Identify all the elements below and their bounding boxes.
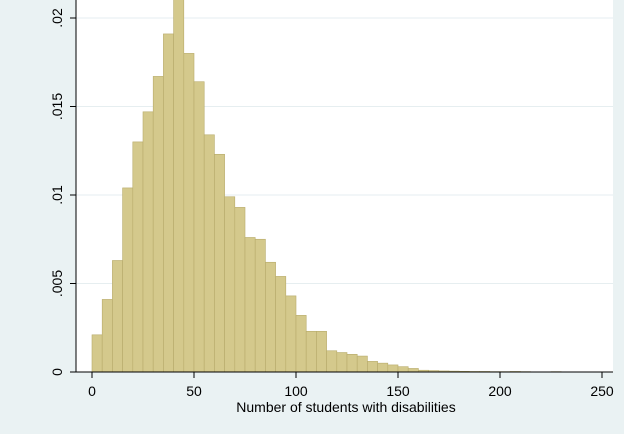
y-tick-label: 0 xyxy=(49,368,65,376)
histogram-bars xyxy=(91,0,603,373)
histogram-bar xyxy=(254,238,266,373)
histogram-bar xyxy=(173,0,185,373)
histogram-bar xyxy=(183,53,195,373)
axes xyxy=(75,0,613,373)
x-tick-label: 200 xyxy=(488,383,512,399)
x-tick-label: 150 xyxy=(386,383,410,399)
histogram-bar xyxy=(387,364,399,373)
histogram-bar xyxy=(316,330,327,373)
histogram-bar xyxy=(244,237,256,373)
histogram-bar xyxy=(407,368,419,373)
histogram-bar xyxy=(214,153,225,373)
histogram-bar xyxy=(275,276,287,373)
histogram-bar xyxy=(152,76,164,373)
histogram-bar xyxy=(193,81,205,373)
x-axis-title: Number of students with disabilities xyxy=(236,399,455,415)
x-tick-label: 250 xyxy=(590,383,614,399)
y-tick-label: .005 xyxy=(49,270,65,297)
y-tick-label: .02 xyxy=(49,8,65,28)
histogram-bar xyxy=(356,355,368,373)
axis-ticks: 0 50 100 150 200 250 0 .005 .01 .015 .02 xyxy=(49,8,614,399)
x-tick-label: 100 xyxy=(284,383,308,399)
histogram-bar xyxy=(397,366,409,373)
histogram-bar xyxy=(163,33,174,373)
histogram-bar xyxy=(101,299,113,373)
y-tick-label: .015 xyxy=(49,93,65,120)
histogram-bar xyxy=(367,361,378,373)
histogram-bar xyxy=(142,111,154,373)
histogram-bar xyxy=(91,334,103,373)
x-tick-label: 50 xyxy=(186,383,202,399)
histogram-bar xyxy=(132,141,144,373)
histogram-bar xyxy=(285,295,297,373)
histogram-bar xyxy=(203,134,215,373)
histogram-bar xyxy=(112,260,123,373)
histogram-bar xyxy=(305,330,317,373)
histogram-bar xyxy=(265,261,276,373)
y-tick-label: .01 xyxy=(49,185,65,205)
histogram-bar xyxy=(336,352,348,373)
histogram-bar xyxy=(346,353,358,373)
histogram-bar xyxy=(377,362,389,373)
histogram-bar xyxy=(234,207,246,373)
histogram-bar xyxy=(122,187,134,373)
histogram-bar xyxy=(224,196,236,373)
histogram-bar xyxy=(295,315,307,373)
histogram-bar xyxy=(326,350,338,373)
x-tick-label: 0 xyxy=(88,383,96,399)
